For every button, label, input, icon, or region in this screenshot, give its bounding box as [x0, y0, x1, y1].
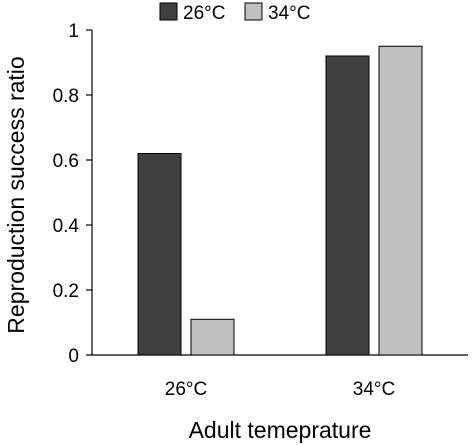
- legend-label: 26°C: [183, 3, 225, 24]
- legend: 26°C 34°C: [159, 2, 310, 24]
- y-axis: 0 0.2 0.4 0.6 0.8 1: [53, 21, 93, 367]
- bar: [137, 153, 182, 356]
- y-tick-label: 0.4: [53, 216, 80, 237]
- bars: [137, 45, 423, 356]
- legend-swatch: [159, 2, 178, 21]
- x-tick-label: 26°C: [165, 379, 207, 400]
- x-tick-label: 34°C: [353, 379, 395, 400]
- x-axis: 26°C 34°C: [92, 354, 468, 400]
- legend-swatch: [244, 2, 263, 21]
- bar: [190, 318, 235, 356]
- y-tick-label: 0.8: [53, 86, 79, 107]
- y-tick-label: 1: [68, 21, 79, 42]
- y-tick-label: 0: [68, 346, 79, 367]
- y-tick-label: 0.2: [53, 281, 79, 302]
- bar: [378, 45, 423, 356]
- legend-label: 34°C: [268, 3, 310, 24]
- bar: [325, 55, 370, 356]
- y-tick-label: 0.6: [53, 151, 79, 172]
- y-axis-title: Reproduction success ratio: [3, 56, 29, 333]
- x-axis-title: Adult temeprature: [189, 417, 372, 443]
